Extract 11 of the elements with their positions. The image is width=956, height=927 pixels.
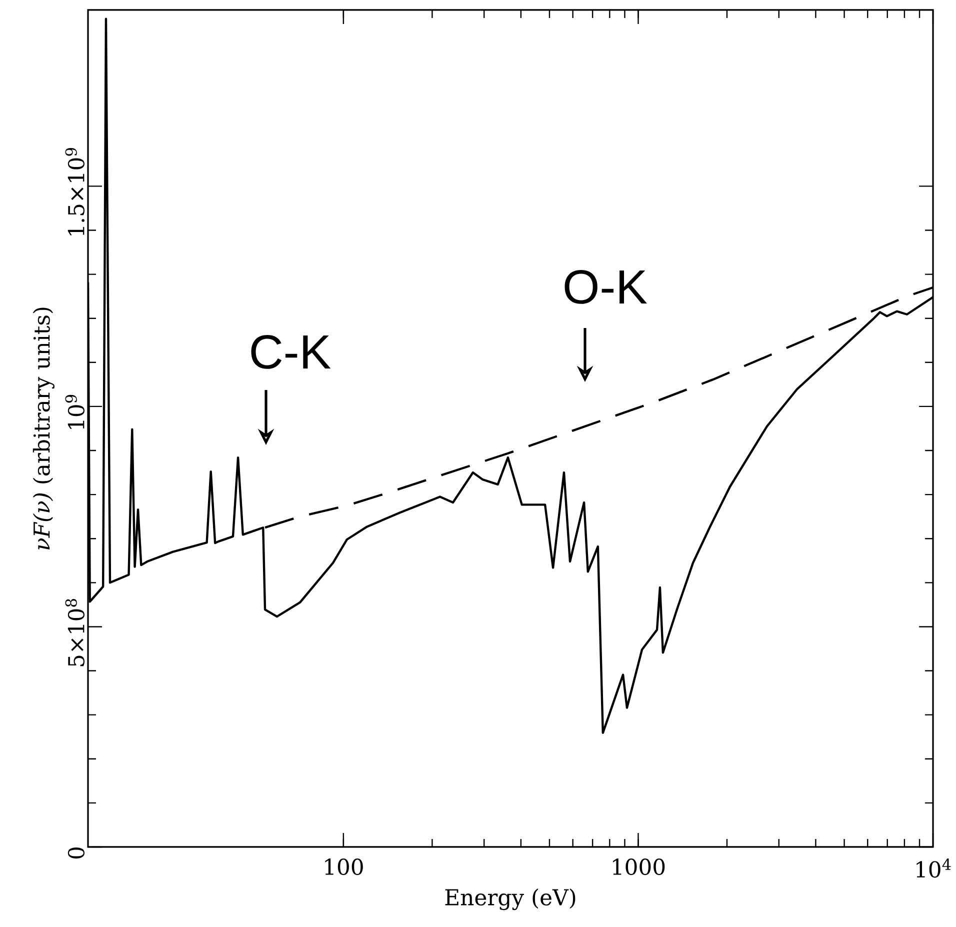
x-tick-label: 1000 xyxy=(613,858,665,876)
y-axis-title: νF(ν) (arbitrary units) xyxy=(32,308,54,550)
y-tick-label: 1.5×10$^{9}$ xyxy=(65,148,84,236)
x-tick-label: 100 xyxy=(325,858,363,876)
y-tick-label: 10$^{9}$ xyxy=(65,394,84,429)
y-tick-label: 5×10$^{8}$ xyxy=(65,599,84,666)
annotation: C-K xyxy=(251,335,331,369)
y-tick-label: 0 xyxy=(68,847,84,859)
x-tick-label: 10$^{4}$ xyxy=(916,858,951,878)
x-axis-title: Energy (eV) xyxy=(445,888,576,910)
annotation: O-K xyxy=(564,270,647,304)
